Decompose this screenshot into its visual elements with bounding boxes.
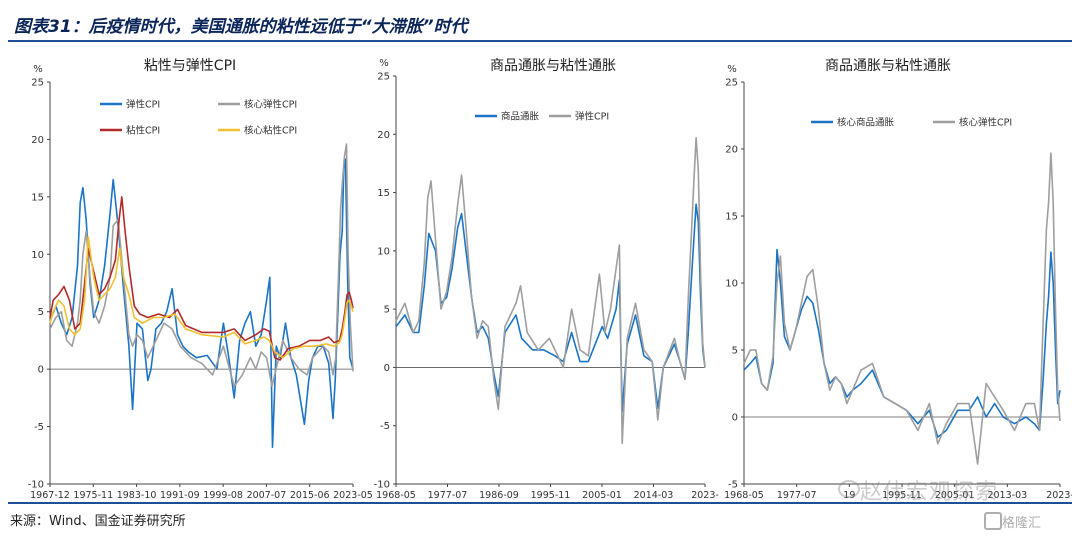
legend-label: 弹性CPI bbox=[126, 99, 160, 111]
wechat-icon bbox=[838, 480, 860, 498]
y-tick-label: 20 bbox=[725, 145, 738, 156]
y-tick-label: 5 bbox=[38, 307, 44, 318]
series-line bbox=[395, 203, 706, 413]
legend-label: 核心商品通胀 bbox=[837, 117, 895, 129]
x-tick-label: 1991-09 bbox=[160, 490, 200, 500]
series-line bbox=[49, 143, 354, 388]
charts-svg: 粘性与弹性CPI% -10 -5 0 5 10 15 20 25 1967-12 1975-11 19… bbox=[28, 58, 1072, 500]
x-tick-label: 2014-03 bbox=[634, 490, 674, 500]
footer-rule bbox=[8, 502, 1072, 504]
legend-label: 核心弹性CPI bbox=[244, 99, 297, 111]
y-tick-label: -5 bbox=[380, 421, 390, 432]
x-tick-label: 2005-01 bbox=[935, 490, 975, 500]
x-tick-label: 2023- bbox=[1046, 490, 1072, 500]
chart-title: 粘性与弹性CPI bbox=[144, 58, 236, 74]
y-tick-label: 10 bbox=[377, 246, 390, 257]
y-tick-label: -5 bbox=[34, 422, 44, 433]
x-tick-label: 1986-09 bbox=[479, 490, 519, 500]
header-bar: 图表31：后疫情时代，美国通胀的粘性远低于“大滞胀”时代 bbox=[8, 6, 1072, 42]
series-line bbox=[49, 236, 354, 359]
series-line bbox=[395, 137, 706, 445]
watermark-badge: 格隆汇 bbox=[1002, 516, 1042, 531]
y-tick-label: 0 bbox=[38, 365, 44, 376]
legend-label: 弹性CPI bbox=[575, 111, 609, 123]
y-tick-label: 25 bbox=[31, 78, 44, 89]
x-tick-label: 2015-06 bbox=[290, 490, 330, 500]
y-tick-label: 0 bbox=[384, 363, 390, 374]
y-tick-label: 10 bbox=[31, 250, 44, 261]
x-tick-label: 1975-11 bbox=[73, 490, 113, 500]
figure-title: 图表31：后疫情时代，美国通胀的粘性远低于“大滞胀”时代 bbox=[14, 17, 468, 37]
x-tick-label: 2005-01 bbox=[582, 490, 622, 500]
series-line bbox=[49, 158, 354, 449]
legend-label: 核心弹性CPI bbox=[959, 117, 1012, 129]
source-note: 来源：Wind、国金证券研究所 bbox=[10, 514, 186, 529]
chart-title: 商品通胀与粘性通胀 bbox=[825, 58, 951, 74]
x-tick-label: 1967-12 bbox=[30, 490, 70, 500]
y-tick-label: 15 bbox=[31, 192, 44, 203]
y-tick-label: 20 bbox=[377, 130, 390, 141]
y-tick-label: 15 bbox=[377, 188, 390, 199]
legend-label: 核心粘性CPI bbox=[244, 125, 297, 137]
y-tick-label: 0 bbox=[732, 413, 738, 424]
x-tick-label: 1995-11 bbox=[882, 490, 922, 500]
series-line bbox=[743, 152, 1061, 465]
y-tick-label: 25 bbox=[725, 78, 738, 89]
x-tick-label: 2007-07 bbox=[247, 490, 287, 500]
y-tick-label: 5 bbox=[384, 305, 390, 316]
y-tick-label: -10 bbox=[374, 480, 390, 491]
x-tick-label: 2023-05 bbox=[333, 490, 373, 500]
y-unit-label: % bbox=[379, 58, 389, 69]
y-tick-label: 25 bbox=[377, 72, 390, 83]
series-line bbox=[49, 196, 354, 361]
chart-title: 商品通胀与粘性通胀 bbox=[490, 58, 616, 74]
y-tick-label: 5 bbox=[732, 346, 738, 357]
y-tick-label: 20 bbox=[31, 135, 44, 146]
gelonghui-icon bbox=[984, 512, 1002, 530]
y-tick-label: -10 bbox=[28, 480, 44, 491]
x-tick-label: 1977-07 bbox=[777, 490, 817, 500]
x-tick-label: 1968-05 bbox=[376, 490, 416, 500]
x-tick-label: 1983-10 bbox=[117, 490, 157, 500]
y-tick-label: 15 bbox=[725, 212, 738, 223]
x-tick-label: 1968-05 bbox=[724, 490, 764, 500]
y-tick-label: -5 bbox=[728, 480, 738, 491]
x-tick-label: 1995-11 bbox=[531, 490, 571, 500]
charts-area: 粘性与弹性CPI% -10 -5 0 5 10 15 20 25 1967-12 1975-11 19… bbox=[8, 44, 1072, 500]
legend-label: 商品通胀 bbox=[501, 111, 540, 123]
x-tick-label: 1977-07 bbox=[428, 490, 468, 500]
watermark-text: 赵伟宏观探索 bbox=[860, 480, 999, 505]
x-tick-label: 2023- bbox=[691, 490, 719, 500]
y-unit-label: % bbox=[33, 64, 43, 75]
legend-label: 粘性CPI bbox=[126, 125, 160, 137]
y-unit-label: % bbox=[727, 64, 737, 75]
x-tick-label: 2013-03 bbox=[987, 490, 1027, 500]
x-tick-label: 1999-08 bbox=[203, 490, 243, 500]
y-tick-label: 10 bbox=[725, 279, 738, 290]
